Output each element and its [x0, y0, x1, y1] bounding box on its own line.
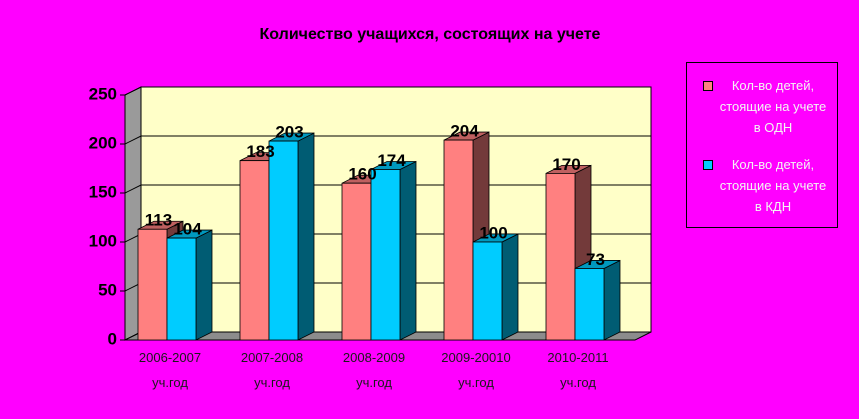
bar — [574, 268, 605, 341]
data-label: 170 — [552, 155, 580, 174]
data-label: 113 — [145, 211, 172, 230]
data-label: 203 — [275, 123, 303, 142]
data-label: 160 — [348, 165, 376, 184]
x-tick-label: 2009-20010 уч.год — [441, 350, 511, 390]
data-label: 104 — [173, 220, 202, 239]
data-label: 100 — [479, 223, 507, 242]
bar-side — [297, 132, 315, 341]
bar — [341, 182, 372, 341]
data-label: 183 — [246, 142, 274, 161]
bar — [472, 241, 503, 341]
x-tick-label: 2010-2011 уч.год — [547, 350, 609, 390]
legend-entry: Кол-во детей, стоящие на учете в ОДН — [703, 75, 829, 138]
bar — [166, 237, 197, 341]
bar — [370, 169, 401, 341]
y-tick-label: 200 — [89, 133, 117, 152]
legend-swatch — [703, 81, 713, 91]
legend-label: Кол-во детей, стоящие на учете в ОДН — [719, 78, 827, 135]
bar-side — [501, 233, 519, 341]
y-tick-label: 0 — [108, 329, 117, 348]
bar — [137, 228, 168, 341]
x-tick-label: 2007-2008 уч.год — [240, 350, 304, 390]
data-label: 73 — [586, 250, 605, 269]
x-tick-label: 2008-2009 уч.год — [342, 350, 406, 390]
bar — [545, 172, 576, 341]
y-tick-label: 250 — [89, 84, 117, 103]
bar — [268, 140, 299, 341]
data-label: 204 — [450, 122, 479, 141]
grid-line — [124, 86, 651, 96]
data-label: 174 — [377, 151, 406, 170]
bar-side — [603, 259, 621, 341]
legend-swatch — [703, 160, 713, 170]
y-tick-label: 100 — [89, 231, 117, 250]
y-tick-label: 50 — [98, 280, 117, 299]
bar-side — [399, 160, 417, 341]
legend-entry: Кол-во детей, стоящие на учете в КДН — [703, 154, 829, 217]
bar — [443, 139, 474, 341]
y-tick-label: 150 — [89, 182, 117, 201]
legend-label: Кол-во детей, стоящие на учете в КДН — [719, 157, 827, 214]
bar-side — [195, 229, 213, 341]
legend: Кол-во детей, стоящие на учете в ОДН Кол-… — [686, 62, 838, 228]
x-tick-label: 2006-2007 уч.год — [138, 350, 202, 390]
bar — [239, 160, 270, 341]
chart-title: Количество учащихся, состоящих на учете — [260, 26, 601, 43]
